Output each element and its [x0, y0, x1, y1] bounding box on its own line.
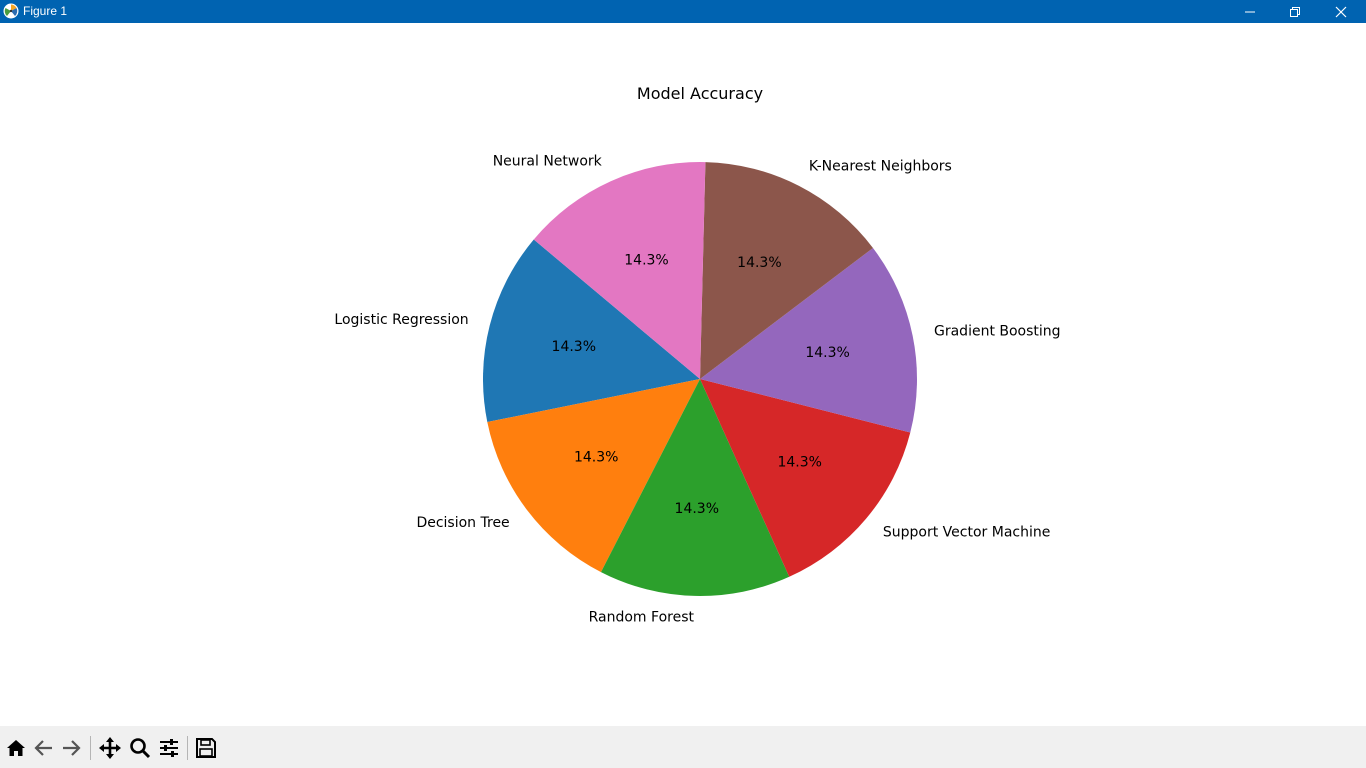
slice-category-label: Decision Tree [416, 515, 509, 531]
slice-percent-label: 14.3% [777, 455, 821, 471]
slice-percent-label: 14.3% [737, 255, 781, 271]
slice-percent-label: 14.3% [675, 501, 719, 517]
pie-slice [533, 162, 706, 379]
pie-slice [700, 162, 873, 379]
restore-icon [1290, 6, 1300, 17]
magnifier-icon [130, 738, 151, 759]
home-button[interactable] [3, 735, 29, 761]
figure-canvas: Model Accuracy 14.3% 14.3% 14.3% 14.3% 14.3%… [0, 23, 1366, 726]
minimize-button[interactable] [1227, 0, 1273, 23]
window-title: Figure 1 [23, 4, 68, 18]
pie-slice [482, 239, 700, 422]
close-icon [1335, 6, 1347, 17]
title-bar: Figure 1 [0, 0, 1366, 23]
back-arrow-icon [34, 740, 52, 756]
pie-slice [601, 379, 790, 597]
slice-category-label: Support Vector Machine [883, 524, 1050, 540]
pie-chart: Model Accuracy 14.3% 14.3% 14.3% 14.3% 14.3%… [334, 84, 1061, 626]
matplotlib-logo-icon [3, 3, 19, 19]
slice-percent-label: 14.3% [552, 339, 596, 355]
toolbar-separator [187, 736, 188, 760]
minimize-icon [1245, 11, 1255, 12]
floppy-disk-icon [196, 738, 216, 758]
slice-percent-label: 14.3% [624, 252, 668, 268]
pan-button[interactable] [97, 735, 123, 761]
slice-percent-label: 14.3% [805, 345, 849, 361]
chart-title: Model Accuracy [637, 84, 763, 103]
forward-button[interactable] [58, 735, 84, 761]
pie-slice [487, 379, 700, 573]
sliders-icon [160, 739, 178, 757]
back-button[interactable] [31, 735, 57, 761]
configure-subplots-button[interactable] [156, 735, 182, 761]
pie-slice [700, 247, 918, 433]
save-button[interactable] [193, 735, 219, 761]
slice-percent-label: 14.3% [574, 450, 618, 466]
toolbar-separator [90, 736, 91, 760]
pie-slice [700, 379, 911, 577]
slice-category-label: Random Forest [589, 610, 695, 626]
restore-button[interactable] [1272, 0, 1318, 23]
close-button[interactable] [1318, 0, 1364, 23]
move-icon [99, 737, 121, 759]
home-icon [7, 740, 25, 756]
slice-category-label: K-Nearest Neighbors [809, 159, 952, 175]
slice-category-label: Gradient Boosting [934, 324, 1061, 340]
forward-arrow-icon [63, 740, 81, 756]
slice-category-label: Neural Network [493, 153, 603, 169]
zoom-button[interactable] [127, 735, 153, 761]
navigation-toolbar [0, 726, 1366, 768]
slice-category-label: Logistic Regression [334, 312, 468, 328]
